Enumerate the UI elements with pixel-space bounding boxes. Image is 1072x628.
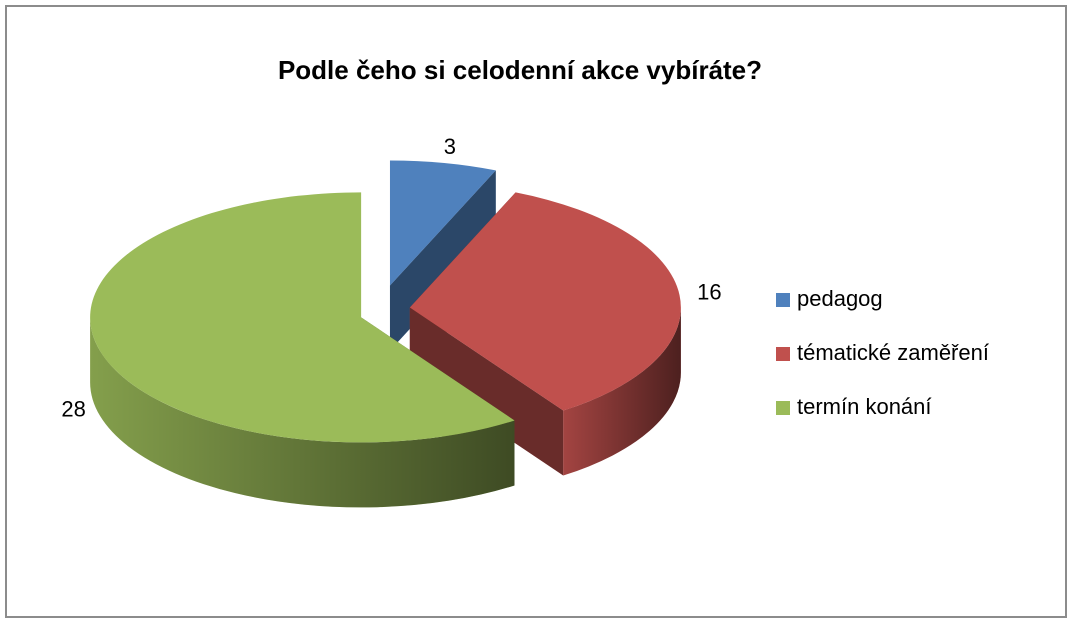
slice-face (409, 307, 564, 476)
slice-side-shade (90, 317, 515, 508)
data-label: 28 (61, 397, 85, 422)
legend-swatch (776, 293, 790, 307)
slice-top (409, 192, 681, 411)
slice-face-shade (409, 307, 564, 476)
legend-swatch (776, 401, 790, 415)
slice (409, 192, 681, 476)
chart-title: Podle čeho si celodenní akce vybíráte? (278, 55, 762, 85)
legend-label: pedagog (797, 286, 883, 311)
slice (90, 192, 515, 508)
legend: pedagog tématické zaměření termín konání (776, 286, 989, 419)
legend-label: termín konání (797, 394, 932, 419)
data-label: 3 (444, 134, 456, 159)
slice-top (389, 160, 496, 286)
pie: 3 16 28 (61, 134, 722, 508)
slice-top (90, 192, 515, 443)
legend-label: tématické zaměření (797, 340, 989, 365)
slice-side-shade (563, 307, 681, 476)
data-label: 16 (697, 279, 721, 304)
legend-swatch (776, 347, 790, 361)
